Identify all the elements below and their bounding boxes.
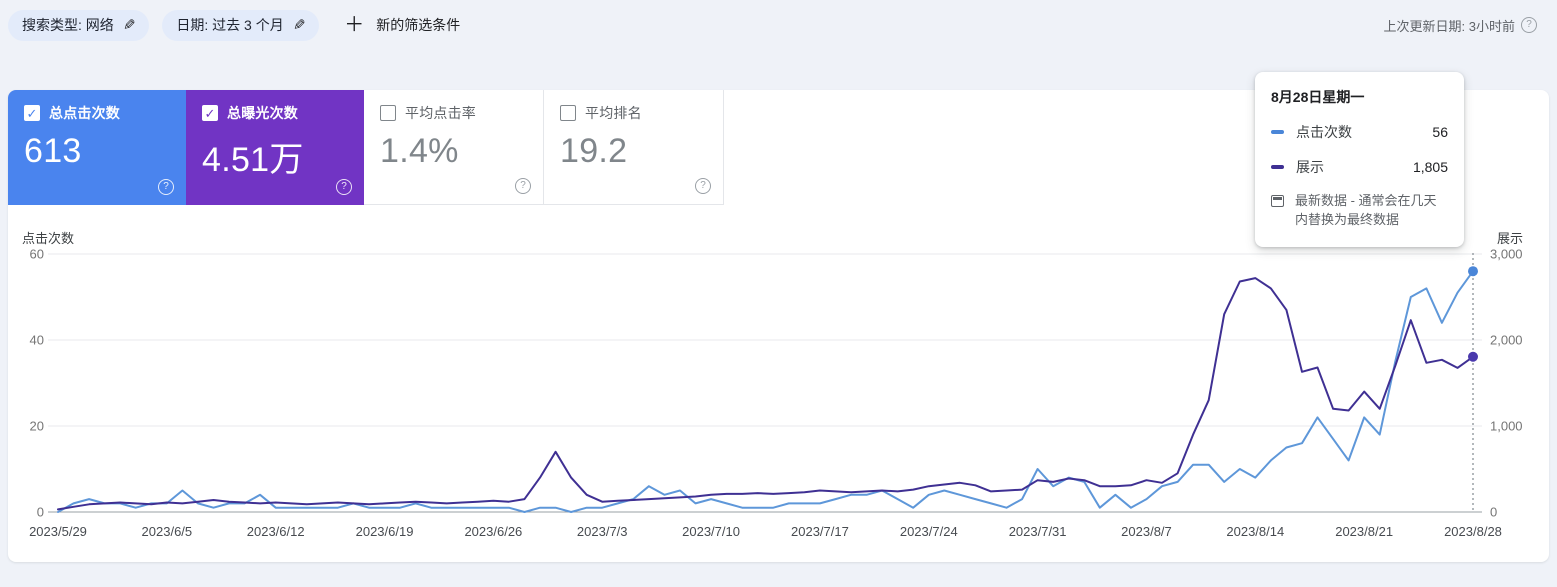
filter-pill-label: 搜索类型: 网络 (22, 17, 114, 33)
tooltip-fresh-data-note: 最新数据 - 通常会在几天内替换为最终数据 (1271, 192, 1448, 230)
svg-text:2023/7/17: 2023/7/17 (791, 524, 849, 539)
tooltip-note-text: 最新数据 - 通常会在几天内替换为最终数据 (1295, 193, 1437, 227)
svg-text:1,000: 1,000 (1490, 419, 1523, 434)
svg-text:20: 20 (30, 419, 44, 434)
svg-text:0: 0 (37, 505, 44, 520)
tooltip-row-value: 1,805 (1412, 159, 1448, 175)
metric-value: 4.51万 (202, 141, 304, 179)
filter-pill-label: 日期: 过去 3 个月 (176, 17, 284, 33)
checkbox-checked-icon[interactable]: ✓ (202, 105, 218, 121)
help-icon[interactable]: ? (1521, 17, 1537, 33)
impressions-series-swatch-icon (1271, 165, 1284, 169)
help-icon[interactable]: ? (695, 178, 711, 194)
tooltip-row-value: 56 (1432, 124, 1448, 140)
checkbox-checked-icon[interactable]: ✓ (24, 105, 40, 121)
left-axis-title: 点击次数 (22, 231, 75, 246)
clicks-series-swatch-icon (1271, 130, 1284, 134)
svg-text:60: 60 (30, 247, 44, 262)
metric-card-avg-ctr[interactable]: 平均点击率 1.4% ? (364, 90, 544, 205)
metric-card-total-clicks[interactable]: ✓ 总点击次数 613 ? (8, 90, 186, 205)
edit-pencil-icon[interactable]: ✎ (122, 17, 136, 34)
help-icon[interactable]: ? (158, 179, 174, 195)
metric-card-total-impressions[interactable]: ✓ 总曝光次数 4.51万 ? (186, 90, 364, 205)
metric-label: 平均点击率 (405, 105, 476, 121)
metric-label: 平均排名 (585, 105, 642, 121)
tooltip-row-label: 展示 (1296, 159, 1324, 175)
checkbox-unchecked-icon[interactable] (380, 105, 396, 121)
svg-text:2023/8/21: 2023/8/21 (1335, 524, 1393, 539)
tooltip-row-clicks: 点击次数 56 (1271, 122, 1448, 142)
svg-text:2023/7/10: 2023/7/10 (682, 524, 740, 539)
metric-value: 1.4% (380, 132, 459, 170)
svg-text:2023/8/14: 2023/8/14 (1226, 524, 1284, 539)
metric-cards: ✓ 总点击次数 613 ? ✓ 总曝光次数 4.51万 ? 平均点击率 1.4%… (8, 90, 724, 205)
right-axis-title: 展示 (1496, 231, 1523, 246)
svg-text:2023/6/5: 2023/6/5 (142, 524, 193, 539)
svg-text:2023/6/26: 2023/6/26 (464, 524, 522, 539)
edit-pencil-icon[interactable]: ✎ (292, 17, 306, 34)
plus-icon: ＋ (344, 14, 365, 36)
tooltip-row-label: 点击次数 (1296, 124, 1352, 140)
metric-label: 总曝光次数 (227, 105, 298, 121)
filter-bar: 搜索类型: 网络 ✎ 日期: 过去 3 个月 ✎ ＋ 新的筛选条件 上次更新日期… (0, 0, 1557, 50)
svg-text:0: 0 (1490, 505, 1497, 520)
filter-pill-date[interactable]: 日期: 过去 3 个月 ✎ (162, 9, 320, 41)
checkbox-unchecked-icon[interactable] (560, 105, 576, 121)
svg-text:2023/5/29: 2023/5/29 (29, 524, 87, 539)
svg-text:2023/7/24: 2023/7/24 (900, 524, 958, 539)
svg-text:2023/6/12: 2023/6/12 (247, 524, 305, 539)
new-filter-label: 新的筛选条件 (376, 17, 461, 33)
svg-text:2023/7/31: 2023/7/31 (1009, 524, 1067, 539)
tooltip-row-impressions: 展示 1,805 (1271, 157, 1448, 177)
new-filter-button[interactable]: ＋ 新的筛选条件 (344, 15, 460, 35)
svg-text:2023/7/3: 2023/7/3 (577, 524, 628, 539)
svg-text:3,000: 3,000 (1490, 247, 1523, 262)
filter-pill-search-type[interactable]: 搜索类型: 网络 ✎ (8, 9, 150, 41)
tooltip-date-title: 8月28日星期一 (1271, 89, 1365, 105)
metric-card-avg-position[interactable]: 平均排名 19.2 ? (544, 90, 724, 205)
last-updated-text: 上次更新日期: 3小时前 (1383, 18, 1515, 34)
metric-value: 613 (24, 132, 82, 170)
svg-text:2023/8/28: 2023/8/28 (1444, 524, 1502, 539)
help-icon[interactable]: ? (515, 178, 531, 194)
chart-tooltip: 8月28日星期一 点击次数 56 展示 1,805 最新数据 - 通常会在几天内… (1255, 72, 1464, 247)
svg-text:40: 40 (30, 333, 44, 348)
performance-line-chart[interactable]: 0 20 40 60 0 1,000 2,000 3,000 2023/5/29 2023/6/5… (0, 225, 1557, 555)
svg-text:2,000: 2,000 (1490, 333, 1523, 348)
calendar-icon (1271, 195, 1284, 207)
last-updated: 上次更新日期: 3小时前 ? (1384, 16, 1537, 35)
svg-text:2023/8/7: 2023/8/7 (1121, 524, 1172, 539)
metric-value: 19.2 (560, 132, 628, 170)
svg-text:2023/6/19: 2023/6/19 (356, 524, 414, 539)
metric-label: 总点击次数 (49, 105, 120, 121)
help-icon[interactable]: ? (336, 179, 352, 195)
